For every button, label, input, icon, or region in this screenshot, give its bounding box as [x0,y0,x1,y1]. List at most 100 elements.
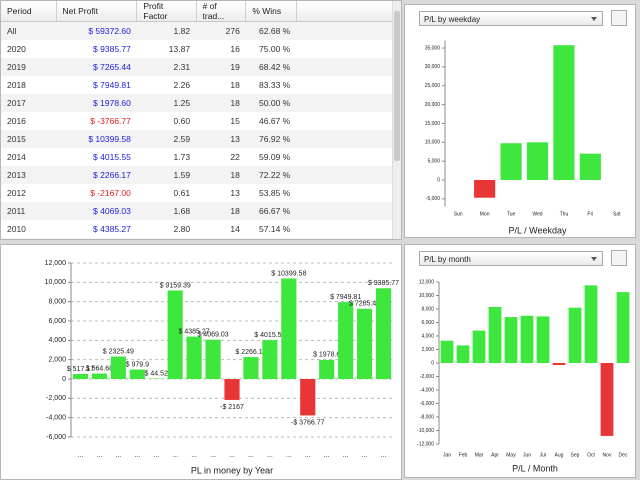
y-tick-label: 0 [437,177,440,183]
cell: 2013 [1,166,57,184]
cell [296,202,393,220]
month-panel: P/L by month -12,000 -10,000 -8,000 -6,000-… [404,244,636,478]
cell: 14 [196,238,246,239]
data-label: $ 2266.17 [235,349,266,356]
x-tick-label: ... [324,452,330,459]
x-tick-label: Sep [571,452,580,458]
bar [129,369,145,379]
x-tick-label: Thu [560,211,569,217]
bar [319,359,335,379]
cell: $ 1978.60 [56,94,137,112]
table-row: 2014 $ 4015.55 1.73 22 59.09 % [1,148,393,166]
scrollbar[interactable] [392,1,401,239]
bar [500,143,522,181]
cell: 76.92 % [245,130,297,148]
cell: 276 [196,21,246,40]
cell: $ 4015.55 [93,152,131,162]
cell: All [1,21,57,40]
cell: $ 7949.81 [93,80,131,90]
y-tick-label: -2,000 [420,374,434,380]
x-tick-label: Jan [443,452,451,458]
cell [296,166,393,184]
table-row: 2016 $ -3766.77 0.60 15 46.67 % [1,112,393,130]
y-tick-label: 0 [62,376,66,383]
dropdown[interactable]: P/L by weekday [419,11,603,26]
axis-title: P/L / Weekday [508,225,567,235]
data-label: -$ 2167 [220,404,244,411]
x-tick-label: ... [343,452,349,459]
x-tick-label: ... [115,452,121,459]
x-tick-label: Sun [454,211,463,217]
cell: $ 9159.39 [56,238,137,239]
cell: 71.43 % [245,238,297,239]
cell: 18 [196,94,246,112]
cell: 72.22 % [245,166,297,184]
cell: $ 7265.44 [56,58,137,76]
y-tick-label: -8,000 [420,414,434,420]
column-header[interactable]: Period [1,1,57,22]
cell: 18 [230,80,240,90]
table-panel: Period Net Profit Profit Factor # of trad..… [0,0,402,240]
column-header[interactable]: % Wins [245,1,297,22]
cell: 2014 [7,152,26,162]
bar [472,330,486,363]
bar [281,278,297,379]
cell: $ -3766.77 [90,116,131,126]
column-header[interactable]: # of trad... [196,1,247,22]
x-tick-label: Mar [475,452,484,458]
bar [579,153,601,181]
cell: 2010 [7,224,26,234]
cell [296,58,393,76]
x-tick-label: ... [267,452,273,459]
y-tick-label: 35,000 [425,45,441,51]
x-tick-label: ... [172,452,178,459]
y-tick-label: 10,000 [419,293,435,299]
cell: $ 4069.03 [56,202,137,220]
x-tick-label: ... [210,452,216,459]
cell: 62.68 % [245,21,297,40]
axis-title: P/L / Month [512,463,558,473]
x-tick-label: ... [96,452,102,459]
cell [296,112,392,130]
dropdown[interactable]: P/L by month [419,251,603,266]
y-tick-label: 10,000 [425,140,441,146]
cell: 83.33 % [259,80,291,90]
cell: 2011 [1,202,57,220]
cell: 1.59 [136,166,197,184]
y-tick-label: 20,000 [425,102,441,108]
data-label: $ 7949.81 [330,294,361,301]
x-tick-label: ... [191,452,197,459]
x-tick-label: ... [153,452,159,459]
bar [110,356,126,379]
column-header[interactable]: Net Profit [56,1,138,22]
y-tick-label: 8,000 [48,299,66,306]
cell [296,130,393,148]
x-tick-label: ... [286,452,292,459]
bar [262,340,278,379]
data-label: $ 979.9 [126,361,149,368]
cell: $ 4385.27 [93,224,131,234]
bar [186,336,202,379]
y-tick-label: 4,000 [48,337,66,344]
header-row: Period Net Profit Profit Factor # of trad..… [1,1,394,22]
bar [440,340,454,363]
window-button[interactable] [611,10,627,26]
cell: $ 10399.58 [56,130,137,148]
y-tick-label: -6,000 [46,434,66,441]
scroll-thumb[interactable] [394,11,400,161]
cell [296,184,392,202]
cell: 13.87 [168,44,191,54]
cell: 2.80 [173,224,191,234]
data-label: $ 517.17 [67,366,94,373]
cell: 19 [196,58,246,76]
window-button[interactable] [611,250,627,266]
bar [167,290,183,379]
column-header [296,1,394,22]
cell: 1.68 [136,202,197,220]
bar [616,292,630,363]
y-tick-label: 15,000 [425,121,441,127]
x-tick-label: ... [305,452,311,459]
column-header[interactable]: Profit Factor [136,1,197,22]
chart: -6,000 -4,000 -2,000 0 2,000 4,000 6,000 8,000 1… [45,260,400,476]
